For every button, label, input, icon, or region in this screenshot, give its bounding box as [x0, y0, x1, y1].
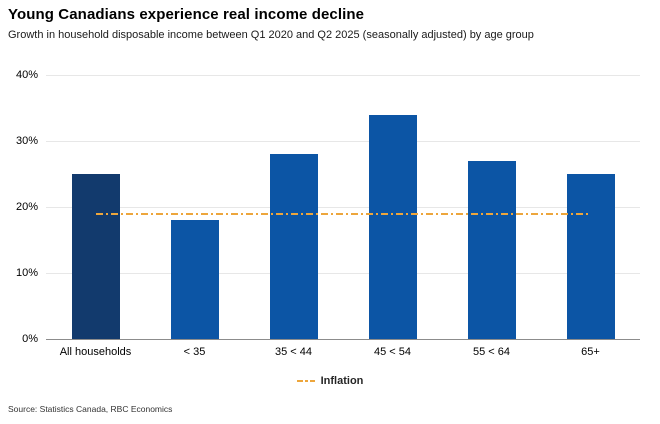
x-axis-category-label: 45 < 54: [373, 346, 412, 358]
x-axis-category-label: 35 < 44: [274, 346, 313, 358]
chart-legend: Inflation: [0, 375, 660, 387]
source-note: Source: Statistics Canada, RBC Economics: [8, 404, 173, 414]
dash-dot-line-icon: [296, 380, 315, 382]
bar: [71, 174, 120, 339]
x-axis-category-label: All households: [59, 346, 132, 358]
gridline: [46, 141, 640, 142]
y-axis-tick-label: 30%: [15, 135, 38, 147]
chart-subtitle: Growth in household disposable income be…: [8, 29, 534, 41]
y-axis-tick-label: 40%: [15, 69, 38, 81]
bar: [368, 114, 417, 339]
bar: [566, 174, 615, 339]
gridline: [46, 75, 640, 76]
legend-label-inflation: Inflation: [320, 375, 364, 387]
y-axis-tick-label: 0%: [22, 333, 38, 345]
x-axis-category-label: < 35: [183, 346, 206, 358]
y-axis-tick-label: 10%: [15, 267, 38, 279]
bar: [467, 160, 516, 339]
x-axis-category-label: 65+: [581, 346, 600, 358]
gridline: [46, 207, 640, 208]
chart-title: Young Canadians experience real income d…: [8, 6, 365, 23]
bar: [269, 154, 318, 339]
y-axis-tick-label: 20%: [15, 201, 38, 213]
bar: [170, 220, 219, 339]
x-axis-category-label: 55 < 64: [472, 346, 511, 358]
x-axis-line: [46, 339, 640, 340]
bar-chart-plot-area: 0% 10% 20% 30% 40% All households < 35 35 < 44 4…: [16, 69, 640, 358]
gridline: [46, 273, 640, 274]
inflation-reference-line: [95, 212, 591, 215]
